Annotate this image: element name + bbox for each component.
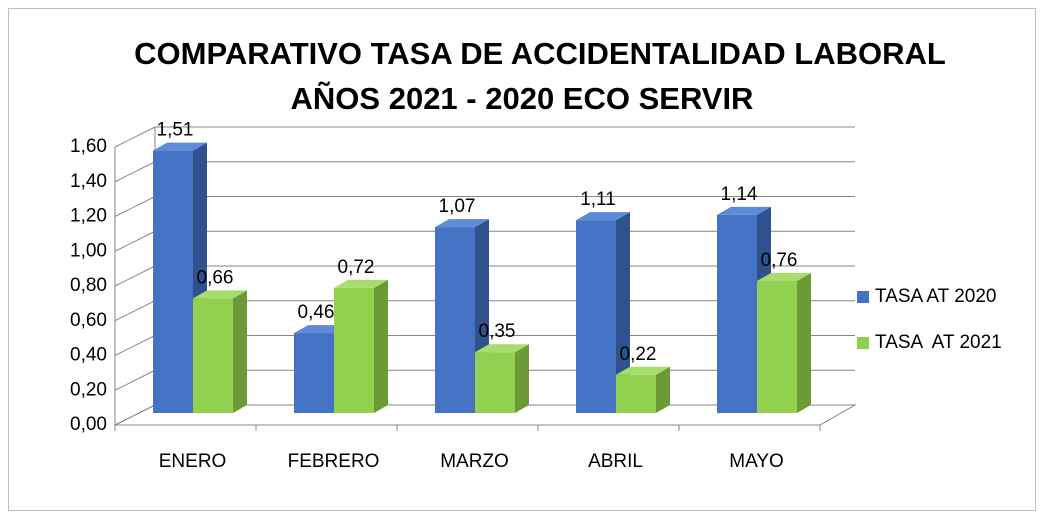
x-tick-label: ENERO <box>159 451 227 472</box>
bar <box>757 272 811 413</box>
x-tick-label: MAYO <box>729 451 784 472</box>
y-tick-label: 0,40 <box>70 345 107 366</box>
chart-title: AÑOS 2021 - 2020 ECO SERVIR <box>291 81 754 116</box>
bar-side <box>656 366 670 413</box>
bar-top <box>616 366 670 375</box>
bar-front <box>294 333 334 413</box>
y-tick-label: 0,00 <box>70 414 107 435</box>
grid-line <box>114 369 156 391</box>
grid-line <box>114 404 156 426</box>
bar-top <box>757 272 811 281</box>
bar <box>193 290 247 413</box>
data-label: 1,51 <box>157 120 194 141</box>
legend-swatch <box>857 337 869 349</box>
y-tick-label: 0,60 <box>70 310 107 331</box>
x-tick-label: FEBRERO <box>288 451 380 472</box>
grid-line <box>114 161 156 183</box>
grid-line <box>114 300 156 322</box>
bar-top <box>334 279 388 288</box>
grid-line <box>114 196 156 217</box>
bar-side <box>374 279 388 413</box>
bar-front <box>193 298 233 413</box>
data-label: 1,07 <box>439 196 476 217</box>
data-label: 0,35 <box>479 321 516 342</box>
legend-label: TASA AT 2021 <box>875 332 1002 353</box>
bar <box>576 212 630 413</box>
grid-line <box>114 126 156 148</box>
y-tick-label: 1,20 <box>70 206 107 227</box>
data-label: 0,66 <box>197 267 234 288</box>
bar <box>334 279 388 413</box>
bar-top <box>576 212 630 221</box>
legend-label: TASA AT 2020 <box>875 286 996 307</box>
bar-side <box>515 344 529 413</box>
y-tick-label: 1,00 <box>70 240 107 261</box>
bar-front <box>153 150 193 413</box>
y-tick-label: 0,20 <box>70 379 107 400</box>
bar <box>435 219 489 413</box>
bar-top <box>717 206 771 215</box>
bar-front <box>616 374 656 413</box>
bar-front <box>717 214 757 413</box>
grid-line <box>114 230 156 252</box>
bar-front <box>334 287 374 413</box>
chart-title: COMPARATIVO TASA DE ACCIDENTALIDAD LABOR… <box>134 36 946 71</box>
bar-side <box>233 290 247 413</box>
bar-front <box>576 220 616 413</box>
bar-front <box>757 280 797 413</box>
grid-line <box>114 265 156 287</box>
bar-front <box>475 352 515 413</box>
bar <box>616 366 670 413</box>
bar-top <box>193 290 247 299</box>
bar-side <box>797 272 811 413</box>
grid-line <box>114 335 156 356</box>
bar-side <box>616 212 630 413</box>
bar-top <box>153 142 207 151</box>
y-tick-label: 1,40 <box>70 171 107 192</box>
bar-top <box>435 219 489 228</box>
legend-swatch <box>857 291 869 303</box>
data-label: 0,22 <box>620 344 657 365</box>
y-tick-label: 0,80 <box>70 275 107 296</box>
x-tick-label: ABRIL <box>588 451 643 472</box>
x-tick-label: MARZO <box>440 451 509 472</box>
data-label: 0,76 <box>761 250 798 271</box>
y-tick-label: 1,60 <box>70 136 107 157</box>
data-label: 1,11 <box>580 189 616 210</box>
bar-top <box>475 344 529 353</box>
data-label: 1,14 <box>721 184 758 205</box>
bar <box>475 344 529 413</box>
data-label: 0,72 <box>338 257 375 278</box>
data-label: 0,46 <box>298 302 335 323</box>
bar-front <box>435 227 475 413</box>
